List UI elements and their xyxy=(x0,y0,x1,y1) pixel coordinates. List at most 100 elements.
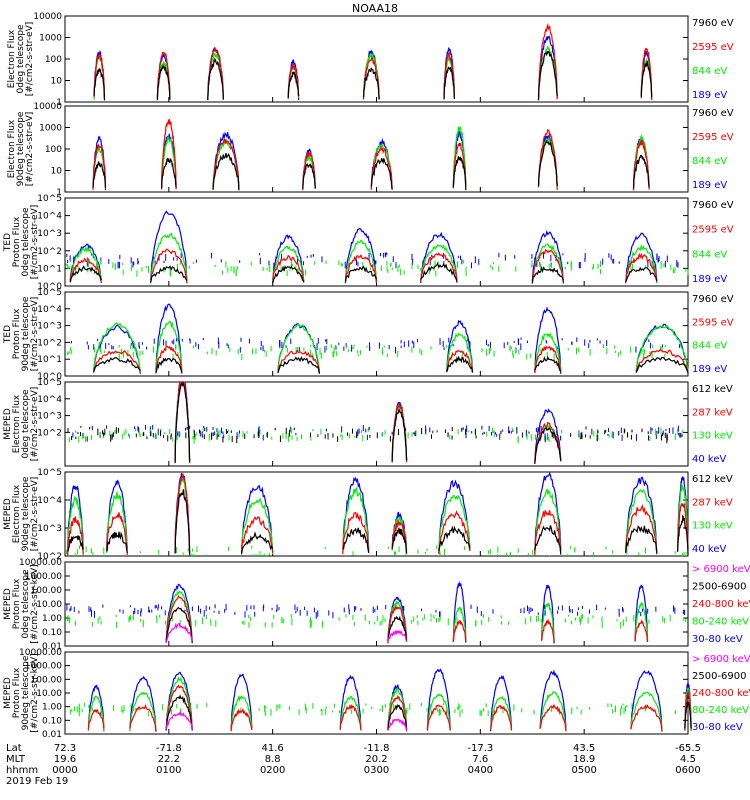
y-axis-label: [#/cm2-s-str-keV] xyxy=(30,564,40,643)
event-blue-trace xyxy=(69,243,102,280)
event-black-trace xyxy=(387,615,408,641)
event-blue-trace xyxy=(438,479,471,554)
panel-2: 1 10 100 1000 10000 Electron Flux 90deg telesc… xyxy=(7,102,734,198)
event-blue-trace xyxy=(534,408,562,462)
event-black-trace xyxy=(391,526,408,554)
event-red-trace xyxy=(625,252,658,283)
panel-frame xyxy=(64,651,689,735)
event-black-trace xyxy=(165,606,193,643)
panel-data-marks xyxy=(67,303,689,374)
event-green-trace xyxy=(426,693,451,732)
event-black-trace xyxy=(362,67,380,100)
event-blue-trace xyxy=(240,484,274,554)
y-tick-label: 10^3 xyxy=(37,322,62,332)
event-blue-trace xyxy=(342,476,370,552)
event-blue-trace xyxy=(426,668,451,731)
event-red-trace xyxy=(92,143,107,191)
event-blue-trace xyxy=(443,46,455,97)
event-blue-trace xyxy=(272,234,305,283)
event-red-trace xyxy=(87,708,105,730)
y-tick-label: 10.00 xyxy=(36,689,62,699)
footer-lat-value: -71.8 xyxy=(156,743,182,754)
event-red-trace xyxy=(446,350,474,372)
event-red-trace xyxy=(272,254,305,283)
y-tick-label: 0.01 xyxy=(42,730,62,740)
panel-data-marks xyxy=(69,668,692,732)
legend-entry: 40 keV xyxy=(692,544,726,555)
y-tick-label: 10^4 xyxy=(37,212,62,222)
event-green-trace xyxy=(67,495,84,556)
y-tick-label: 10000.00 xyxy=(19,648,62,658)
date-label: 2019 Feb 19 xyxy=(6,776,68,787)
event-green-trace xyxy=(165,675,193,731)
event-black-trace xyxy=(344,265,378,282)
panel-data-marks xyxy=(92,118,650,191)
event-green-trace xyxy=(635,325,689,372)
event-red-trace xyxy=(156,51,171,97)
event-red-trace xyxy=(240,516,274,553)
y-axis-label: [#/cm2-s-str-eV] xyxy=(30,477,40,552)
figure-title: NOAA18 xyxy=(352,2,398,15)
y-axis-label: Electron Flux xyxy=(12,484,22,543)
footer-row-label: MLT xyxy=(6,754,26,765)
y-tick-label: 1 xyxy=(56,188,62,198)
event-green-trace xyxy=(625,488,658,553)
event-red-trace xyxy=(277,349,320,374)
y-tick-label: 10^5 xyxy=(37,468,62,478)
event-black-trace xyxy=(391,409,408,462)
panel-data-marks xyxy=(93,22,653,101)
y-axis-label: [#/cm2-s-str-eV] xyxy=(30,387,40,462)
event-green-trace xyxy=(630,691,663,731)
y-tick-label: 10^2 xyxy=(37,338,62,348)
panel-frame xyxy=(64,381,689,467)
y-tick-label: 100.00 xyxy=(31,586,63,596)
panel-6: 10^2 10^3 10^4 10^5 MEPED Electron Flux 90deg … xyxy=(3,468,733,562)
event-blue-trace xyxy=(230,673,253,730)
event-green-trace xyxy=(438,494,471,551)
event-red-trace xyxy=(541,618,555,641)
footer-lat-value: 41.6 xyxy=(262,743,284,754)
y-tick-label: 1000 xyxy=(39,34,62,44)
legend-entry: 7960 eV xyxy=(692,108,734,119)
event-black-trace xyxy=(446,355,474,373)
legend-entry: 130 keV xyxy=(692,521,733,532)
event-green-trace xyxy=(539,691,567,730)
event-red-trace xyxy=(339,703,362,731)
event-red-trace xyxy=(420,252,458,284)
event-magenta-trace xyxy=(387,629,408,643)
y-tick-label: 100 xyxy=(45,55,62,65)
y-tick-label: 10^4 xyxy=(37,305,62,315)
event-blue-trace xyxy=(420,231,458,283)
legend-entry: 844 eV xyxy=(692,66,727,77)
event-red-trace xyxy=(534,509,562,556)
event-blue-trace xyxy=(93,324,141,374)
event-black-trace xyxy=(534,426,562,464)
y-tick-label: 10^5 xyxy=(37,194,62,204)
y-tick-label: 10^5 xyxy=(37,288,62,298)
y-tick-label: 0.10 xyxy=(42,716,62,726)
y-axis-label: MEPED xyxy=(3,677,13,709)
event-green-trace xyxy=(277,322,320,371)
legend-entry: 2500-6900 xyxy=(692,582,747,593)
y-axis-label: [#/cm2-s-str-eV] xyxy=(25,112,35,187)
event-red-trace xyxy=(150,248,188,284)
event-black-trace xyxy=(272,265,305,284)
panel-frame xyxy=(64,291,689,377)
event-blue-trace xyxy=(634,584,649,642)
panel-3: 10^0 10^1 10^2 10^3 10^4 10^5 TED Proton Flux 0d… xyxy=(3,194,734,292)
event-black-trace xyxy=(537,50,558,101)
event-blue-trace xyxy=(150,210,188,284)
y-axis-label: MEPED xyxy=(3,588,13,620)
event-red-trace xyxy=(452,620,467,643)
event-black-trace xyxy=(420,261,458,282)
y-tick-label: 100 xyxy=(45,145,62,155)
event-black-trace xyxy=(106,531,128,554)
event-red-trace xyxy=(67,516,84,556)
event-magenta-trace xyxy=(165,711,193,731)
y-tick-label: 1000 xyxy=(39,124,62,134)
y-axis-label: [#/cm2-s-str-keV] xyxy=(30,653,40,732)
legend-entry: 240-800 keV xyxy=(692,688,750,699)
panel-1: 1 10 100 1000 10000 Electron Flux 0deg telesco… xyxy=(7,12,734,108)
event-black-trace xyxy=(165,694,193,731)
